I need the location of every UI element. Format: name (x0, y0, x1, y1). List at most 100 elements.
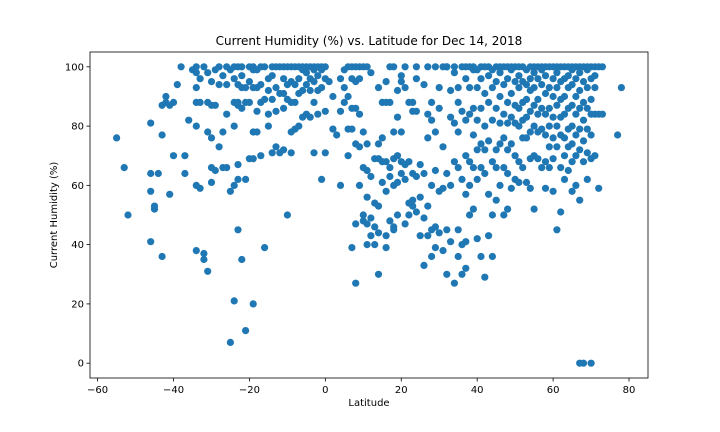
data-point (405, 211, 413, 219)
data-point (488, 252, 496, 261)
data-point (488, 211, 496, 219)
data-point (192, 122, 200, 130)
data-point (242, 84, 250, 92)
y-axis-ticks: 0 20 40 60 80 100 (65, 62, 90, 370)
data-point (500, 81, 508, 89)
data-point (530, 84, 538, 92)
data-point (481, 122, 489, 130)
data-point (576, 69, 584, 77)
data-point (242, 175, 250, 183)
data-point (207, 178, 216, 186)
data-point (598, 110, 607, 118)
data-point (431, 166, 439, 175)
data-point (272, 143, 280, 151)
x-tick-label: −20 (239, 385, 260, 396)
data-point (477, 75, 485, 83)
data-point (549, 113, 557, 121)
data-point (268, 95, 276, 103)
data-point (515, 84, 523, 92)
data-point (352, 104, 360, 112)
data-point (564, 72, 572, 80)
data-point (511, 78, 519, 86)
data-point (321, 63, 329, 71)
data-point (553, 226, 561, 234)
data-point (416, 161, 424, 169)
data-point (215, 143, 223, 151)
data-point (462, 152, 470, 160)
y-tick-label: 0 (78, 359, 84, 370)
data-point (409, 202, 417, 210)
data-point (500, 110, 508, 118)
data-point (469, 205, 477, 213)
data-point (147, 238, 155, 246)
data-point (481, 169, 489, 178)
data-point (500, 164, 508, 172)
data-point (401, 84, 409, 92)
data-point (321, 149, 329, 157)
data-point (211, 101, 219, 109)
data-point (192, 84, 200, 92)
data-point (230, 122, 238, 130)
data-point (424, 63, 432, 71)
data-point (496, 92, 504, 101)
data-point (553, 69, 561, 77)
data-point (382, 232, 390, 240)
data-point (450, 63, 458, 71)
data-point (507, 89, 515, 98)
data-point (428, 116, 436, 124)
data-point (397, 128, 405, 136)
data-point (192, 247, 200, 255)
data-point (314, 110, 322, 118)
data-point (211, 166, 219, 175)
data-point (439, 247, 447, 255)
data-point (466, 181, 474, 189)
data-point (321, 107, 329, 115)
data-point (154, 169, 162, 178)
data-point (223, 164, 231, 172)
data-point (416, 232, 424, 240)
data-point (458, 270, 466, 278)
data-point (526, 128, 534, 136)
data-point (583, 125, 591, 133)
data-point (443, 169, 451, 178)
data-point (568, 122, 576, 130)
data-point (477, 104, 485, 112)
data-point (147, 119, 155, 127)
data-point (591, 72, 599, 80)
data-point (560, 134, 569, 142)
data-point (568, 187, 576, 195)
data-point (522, 81, 531, 89)
data-point (325, 78, 333, 86)
data-point (245, 98, 253, 106)
data-point (473, 235, 481, 243)
data-point (150, 205, 159, 213)
data-point (261, 63, 269, 71)
data-point (511, 152, 519, 160)
data-point (587, 359, 595, 367)
data-point (344, 152, 352, 160)
data-point (598, 63, 607, 71)
data-point (230, 181, 238, 189)
data-point (291, 81, 299, 89)
data-point (249, 300, 257, 308)
data-point (196, 184, 204, 192)
data-point (420, 81, 428, 89)
data-point (576, 146, 584, 154)
data-point (280, 104, 288, 112)
data-point (504, 169, 512, 178)
data-point (541, 158, 550, 166)
data-point (177, 63, 185, 71)
data-point (454, 164, 462, 172)
data-point (447, 238, 455, 246)
data-point (181, 152, 189, 160)
data-point (515, 178, 523, 186)
data-point (553, 84, 561, 92)
data-point (336, 75, 345, 83)
data-point (257, 81, 265, 89)
data-point (560, 92, 569, 101)
x-axis-ticks: −60 −40 −20 0 20 40 60 80 (87, 378, 635, 396)
data-point (595, 184, 603, 192)
data-point (583, 84, 591, 92)
x-tick-label: 40 (471, 385, 484, 396)
data-point (412, 208, 420, 216)
